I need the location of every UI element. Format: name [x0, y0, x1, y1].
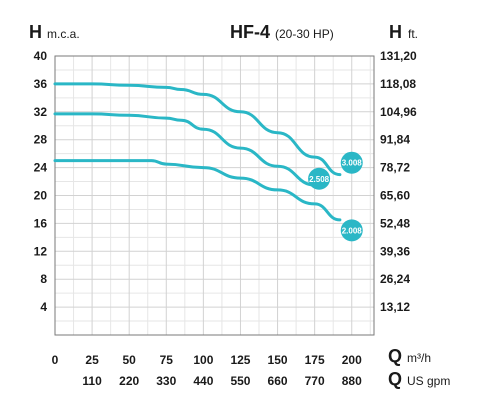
y-tick-label: 36	[34, 77, 48, 91]
badge-label: 2.508	[309, 175, 330, 184]
y-tick-labels: 4 8 12 16 20 24 28 32 36 40	[34, 49, 48, 314]
y-tick-label: 16	[34, 216, 48, 230]
chart-subtitle: (20-30 HP)	[275, 27, 334, 41]
x-tick-label: 75	[160, 353, 174, 367]
plot-frame	[54, 55, 375, 336]
y2-tick-label: 131,20	[380, 49, 417, 63]
badge-circle	[308, 167, 331, 190]
right-axis-unit: ft.	[408, 27, 418, 41]
x2-tick-label: 110	[82, 374, 102, 388]
badge-label: 3.008	[342, 159, 363, 168]
y2-tick-label: 13,12	[380, 300, 410, 314]
x-tick-label: 150	[268, 353, 288, 367]
x-tick-label: 125	[230, 353, 250, 367]
x2-tick-label: 770	[305, 374, 325, 388]
curve-3.008	[53, 82, 342, 177]
curve-badges: 3.008 2.508 2.008	[308, 151, 363, 242]
x2-tick-label: 220	[119, 374, 139, 388]
x-tick-label: 200	[342, 353, 362, 367]
y-tick-label: 12	[34, 244, 48, 258]
y2-tick-label: 65,60	[380, 189, 410, 203]
grid-major	[55, 55, 374, 335]
y-tick-label: 28	[34, 133, 48, 147]
y2-tick-label: 78,72	[380, 161, 410, 175]
y2-tick-label: 52,48	[380, 216, 410, 230]
badge-2.508: 2.508	[308, 167, 331, 190]
right-axis-symbol: H	[389, 22, 402, 42]
x2-tick-label: 550	[230, 374, 250, 388]
y-tick-label: 24	[34, 161, 48, 175]
x-axis-symbol: Q	[388, 346, 402, 366]
x2-tick-label: 880	[342, 374, 362, 388]
y-tick-label: 32	[34, 105, 48, 119]
left-axis-symbol: H	[29, 22, 42, 42]
curves	[53, 82, 342, 222]
badge-circle	[340, 219, 363, 242]
curve-2.008	[53, 159, 342, 222]
y2-tick-label: 91,84	[380, 133, 410, 147]
x-tick-label: 175	[305, 353, 325, 367]
left-axis-unit: m.c.a.	[47, 27, 80, 41]
x2-tick-label: 440	[193, 374, 213, 388]
x2-tick-labels: 110 220 330 440 550 660 770 880	[82, 374, 362, 388]
x2-axis-symbol: Q	[388, 369, 402, 389]
x-tick-labels: 0 25 50 75 100 125 150 175 200	[52, 353, 362, 367]
y-tick-label: 20	[34, 189, 48, 203]
y2-tick-label: 26,24	[380, 272, 410, 286]
x2-tick-label: 330	[156, 374, 176, 388]
x-tick-label: 25	[85, 353, 99, 367]
y-tick-label: 40	[34, 49, 48, 63]
y2-tick-label: 118,08	[380, 77, 416, 91]
badge-2.008: 2.008	[340, 219, 363, 242]
x-tick-label: 0	[52, 353, 59, 367]
y2-tick-label: 39,36	[380, 244, 410, 258]
curve-2.508	[53, 112, 317, 187]
badge-label: 2.008	[342, 226, 363, 235]
badge-3.008: 3.008	[340, 151, 363, 174]
badge-circle	[340, 151, 363, 174]
x-axis-unit: m³/h	[407, 351, 431, 365]
x2-axis-unit: US gpm	[407, 374, 450, 388]
y2-tick-label: 104,96	[380, 105, 417, 119]
x-tick-label: 100	[193, 353, 213, 367]
y-tick-label: 4	[40, 300, 47, 314]
chart-title: HF-4	[230, 22, 270, 42]
x2-tick-label: 660	[268, 374, 288, 388]
y2-tick-labels: 13,12 26,24 39,36 52,48 65,60 78,72 91,84 104,9…	[380, 49, 417, 314]
y-tick-label: 8	[40, 272, 47, 286]
x-tick-label: 50	[123, 353, 137, 367]
